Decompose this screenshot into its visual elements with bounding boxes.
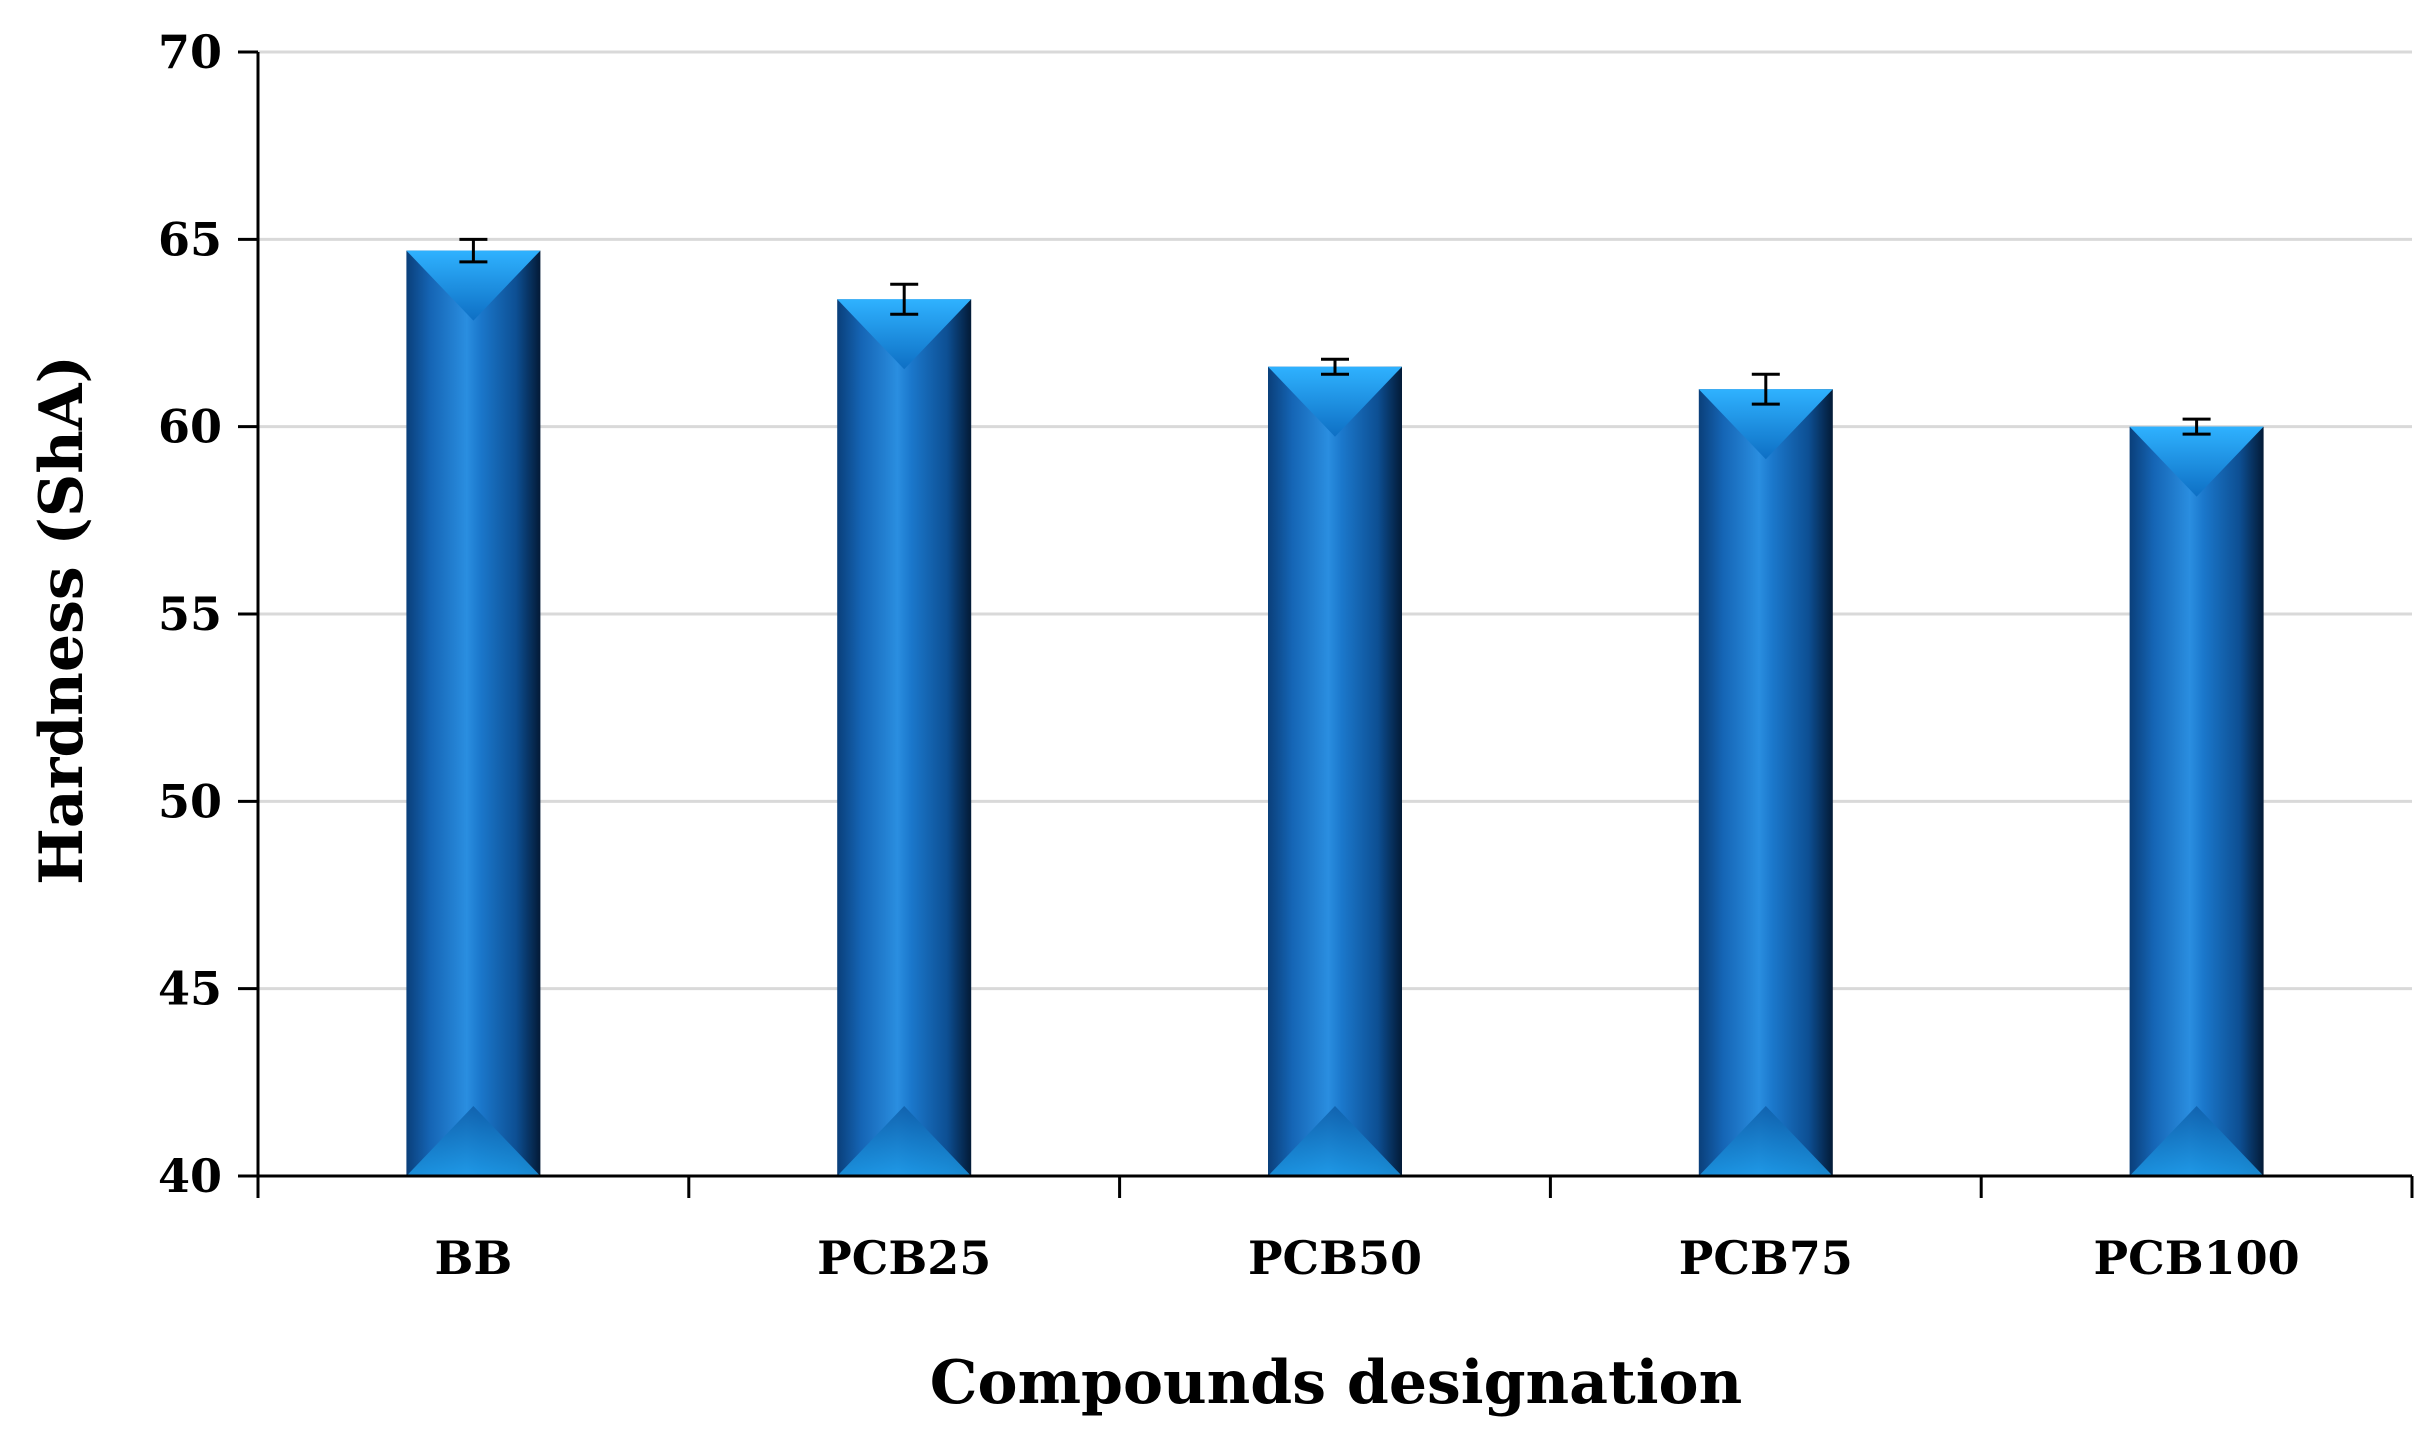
x-tick-label: PCB100 bbox=[2094, 1231, 2300, 1285]
y-tick-label: 70 bbox=[158, 25, 222, 79]
x-tick-label: BB bbox=[435, 1231, 513, 1285]
error-bar bbox=[459, 237, 488, 264]
y-tick-label: 65 bbox=[158, 212, 222, 266]
bar-PCB50 bbox=[1268, 357, 1402, 1177]
y-tick-label: 55 bbox=[158, 587, 222, 641]
bar-body bbox=[1698, 389, 1833, 1176]
bar-PCB100 bbox=[2129, 417, 2264, 1177]
y-tick-label: 50 bbox=[158, 774, 222, 828]
error-bar bbox=[1751, 372, 1780, 406]
x-tick-label: PCB75 bbox=[1679, 1231, 1853, 1285]
bar-top-bevel bbox=[1268, 366, 1402, 437]
error-bar bbox=[1321, 357, 1349, 376]
bar-body bbox=[406, 250, 541, 1176]
bar-bottom-bevel bbox=[1268, 1106, 1402, 1176]
bar-bottom-bevel bbox=[1698, 1106, 1833, 1176]
bar-PCB25 bbox=[837, 282, 972, 1176]
y-tick-label: 40 bbox=[158, 1149, 222, 1203]
y-tick-label: 60 bbox=[158, 400, 222, 454]
error-bar bbox=[2182, 417, 2211, 436]
bars bbox=[406, 237, 2264, 1177]
bar-body bbox=[1268, 366, 1402, 1177]
bar-body bbox=[2129, 426, 2264, 1177]
bar-top-bevel bbox=[837, 299, 972, 370]
y-axis-title: Hardness (ShA) bbox=[27, 355, 97, 885]
bar-BB bbox=[406, 237, 541, 1176]
bar-bottom-bevel bbox=[2129, 1106, 2264, 1176]
bar-top-bevel bbox=[1698, 389, 1833, 460]
x-tick-label: PCB50 bbox=[1248, 1231, 1422, 1285]
x-axis-title: Compounds designation bbox=[930, 1348, 1742, 1418]
bar-top-bevel bbox=[406, 250, 541, 321]
bar-bottom-bevel bbox=[406, 1106, 541, 1176]
bar-PCB75 bbox=[1698, 372, 1833, 1176]
x-tick-label: PCB25 bbox=[817, 1231, 991, 1285]
ticks: 40 45 50 55 60 65 70 BB PCB25 PCB50 PCB75 PCB100 bbox=[158, 25, 2414, 1285]
bar-top-bevel bbox=[2129, 426, 2264, 497]
bar-bottom-bevel bbox=[837, 1106, 972, 1176]
error-bar bbox=[890, 282, 919, 316]
bar-body bbox=[837, 299, 972, 1176]
y-tick-label: 45 bbox=[158, 962, 222, 1016]
